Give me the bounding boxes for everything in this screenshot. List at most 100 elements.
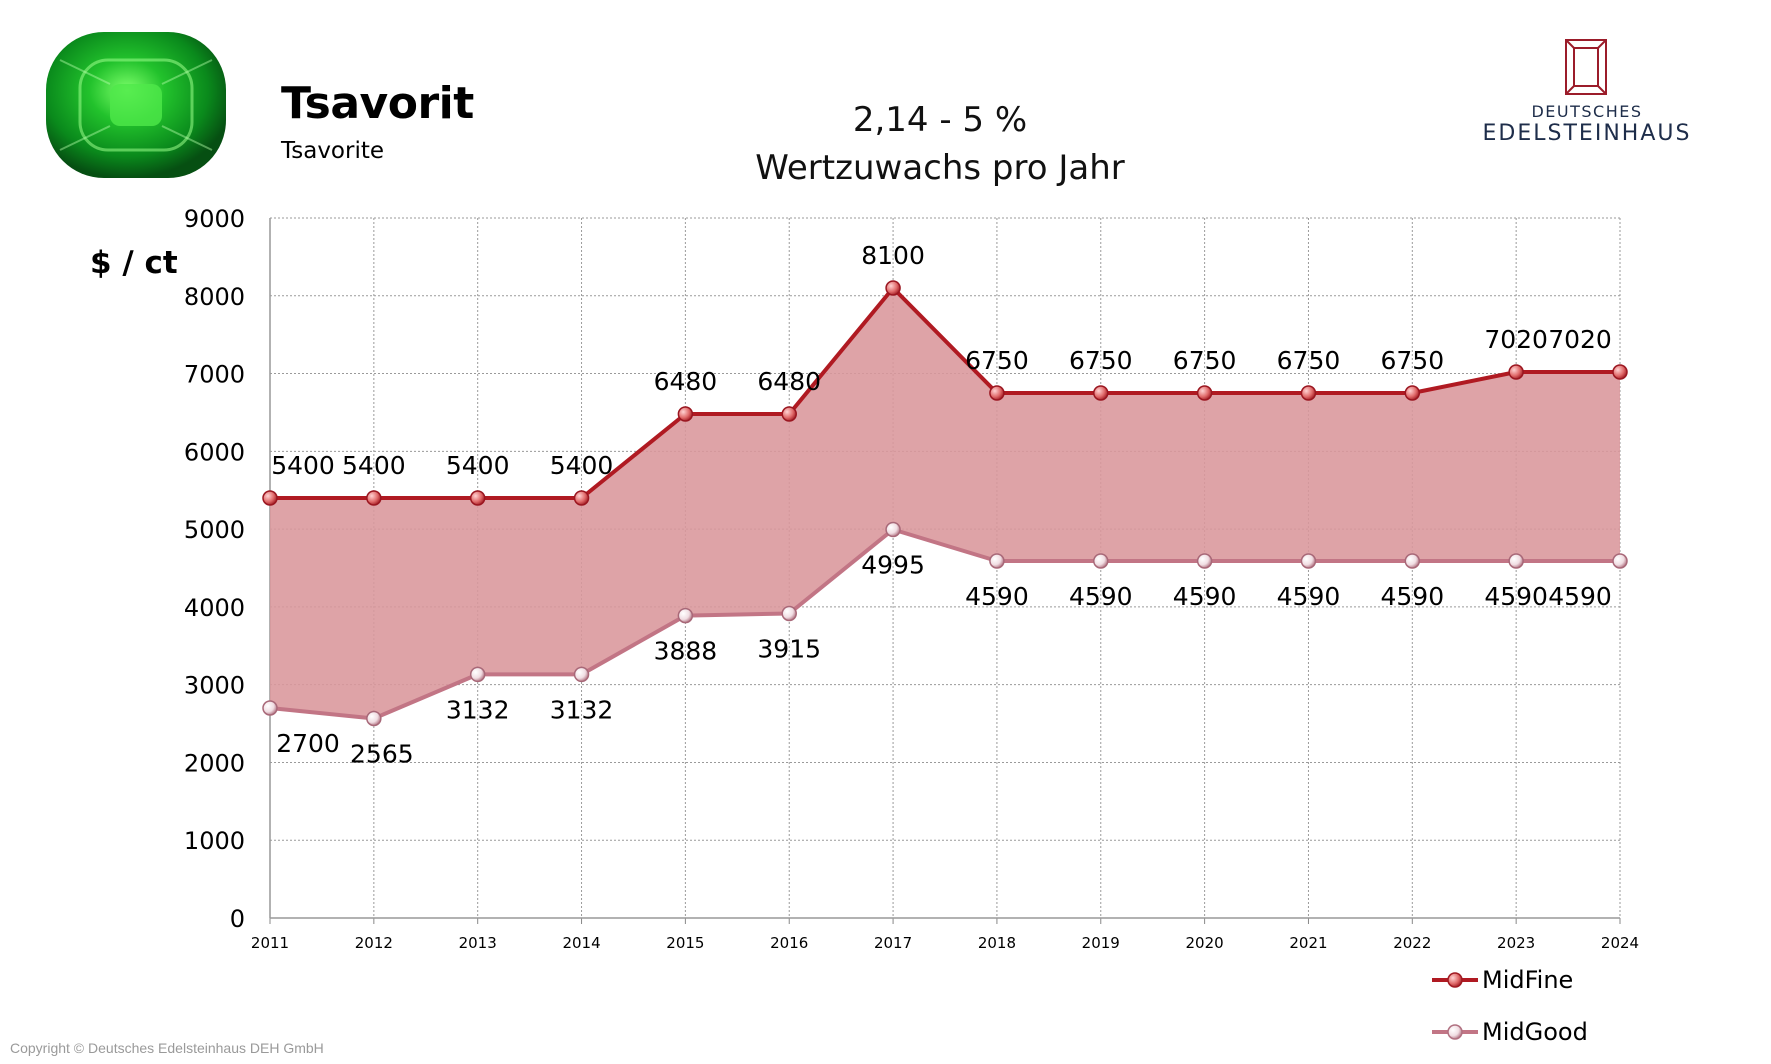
legend-item-midfine: MidFine [1430,966,1573,994]
price-range-band [270,288,1620,719]
data-point-midgood [885,521,901,538]
legend-item-midgood: MidGood [1430,1018,1588,1046]
x-tick-label: 2015 [666,934,704,952]
gem-title: Tsavorit [281,78,474,129]
data-point-midfine [469,490,486,506]
y-tick-label: 0 [230,905,245,933]
data-label-midgood: 4590 [965,582,1029,611]
data-label-midfine: 6750 [1380,346,1444,375]
data-label-midgood: 2565 [350,740,414,769]
data-point-midfine [1300,385,1317,401]
data-point-midfine [677,406,694,422]
data-label-midfine: 6480 [757,367,821,396]
data-point-midfine [1612,364,1628,380]
gem-subtitle: Tsavorite [281,138,385,164]
y-tick-label: 2000 [184,749,245,777]
series-line-midfine [270,286,1620,500]
data-point-midfine [1404,385,1421,401]
y-tick-label: 1000 [184,827,245,855]
growth-rate-value: 2,14 - 5 % [852,100,1028,140]
data-point-midgood [1404,553,1421,569]
logo-main-text: EDELSTEINHAUS [1482,121,1692,146]
growth-rate: 2,14 - 5 % Wertzuwachs pro Jahr [740,96,1140,192]
data-point-midfine [1196,385,1213,401]
gemstone-image [46,32,226,178]
data-label-midgood: 4995 [861,551,925,580]
series-line-midgood [269,527,1620,721]
data-point-midfine [885,280,901,296]
x-tick-label: 2011 [251,934,289,952]
data-label-midfine: 6750 [1173,346,1237,375]
data-point-midgood [469,666,486,683]
growth-rate-caption: Wertzuwachs pro Jahr [755,148,1125,188]
y-tick-label: 5000 [184,516,245,544]
data-label-midgood: 4590 [1484,582,1548,611]
data-point-midfine [989,385,1005,401]
data-label-midfine: 5400 [550,451,614,480]
data-label-midfine: 5400 [446,451,510,480]
data-point-midgood [262,700,278,716]
x-tick-label: 2012 [355,934,393,952]
y-tick-label: 8000 [184,283,245,311]
x-tick-label: 2022 [1393,934,1431,952]
logo-top-text: DEUTSCHES [1531,102,1643,121]
x-tick-label: 2021 [1289,934,1327,952]
data-label-midgood: 2700 [276,729,340,758]
data-label-midfine: 6750 [965,346,1029,375]
data-label-midgood: 4590 [1277,582,1341,611]
data-point-midfine [1508,364,1524,380]
x-tick-label: 2020 [1186,934,1224,952]
data-label-midgood: 3132 [550,695,614,724]
x-tick-label: 2017 [874,934,912,952]
y-tick-label: 7000 [184,361,245,389]
data-point-midgood [1612,553,1628,569]
data-label-midgood: 3915 [757,635,821,664]
data-point-midgood [1300,553,1317,569]
data-label-midfine: 6750 [1069,346,1133,375]
y-tick-label: 3000 [184,672,245,700]
data-label-midgood: 4590 [1173,582,1237,611]
x-tick-label: 2013 [459,934,497,952]
legend-marker-midfine [1432,972,1478,988]
logo-gem-icon [1565,39,1607,95]
x-tick-label: 2016 [770,934,808,952]
legend-label-midgood: MidGood [1482,1018,1588,1046]
data-label-midgood: 3132 [446,695,510,724]
copyright-notice: Copyright © Deutsches Edelsteinhaus DEH … [10,1040,324,1056]
data-label-midgood: 4590 [1069,582,1133,611]
data-point-midgood [781,605,797,622]
legend-label-midfine: MidFine [1482,966,1574,994]
data-point-midgood [1196,553,1213,569]
data-label-midfine: 5400 [271,451,335,480]
data-point-midfine [781,406,797,422]
data-point-midgood [989,553,1005,569]
data-point-midgood [573,666,590,683]
data-label-midgood: 3888 [654,637,718,666]
data-label-midgood: 4590 [1548,582,1612,611]
data-label-midfine: 5400 [342,451,406,480]
data-point-midfine [366,490,382,506]
data-point-midgood [1093,553,1109,569]
y-tick-label: 4000 [184,594,245,622]
x-tick-label: 2023 [1497,934,1535,952]
data-label-midfine: 6750 [1277,346,1341,375]
data-label-midfine: 8100 [861,241,925,270]
data-label-midgood: 4590 [1380,582,1444,611]
y-tick-label: 6000 [184,438,245,466]
x-tick-label: 2018 [978,934,1016,952]
data-point-midfine [573,490,590,506]
data-point-midfine [262,490,278,506]
brand-logo: DEUTSCHES EDELSTEINHAUS [1478,38,1696,146]
data-label-midfine: 7020 [1484,325,1548,354]
legend-marker-midgood [1432,1024,1478,1040]
data-point-midgood [677,607,694,624]
data-point-midgood [366,710,382,727]
x-tick-label: 2024 [1601,934,1639,952]
x-tick-label: 2014 [562,934,600,952]
data-point-midgood [1508,553,1524,569]
data-label-midfine: 6480 [654,367,718,396]
y-axis-label: $ / ct [90,245,178,281]
data-point-midfine [1093,385,1109,401]
x-tick-label: 2019 [1082,934,1120,952]
